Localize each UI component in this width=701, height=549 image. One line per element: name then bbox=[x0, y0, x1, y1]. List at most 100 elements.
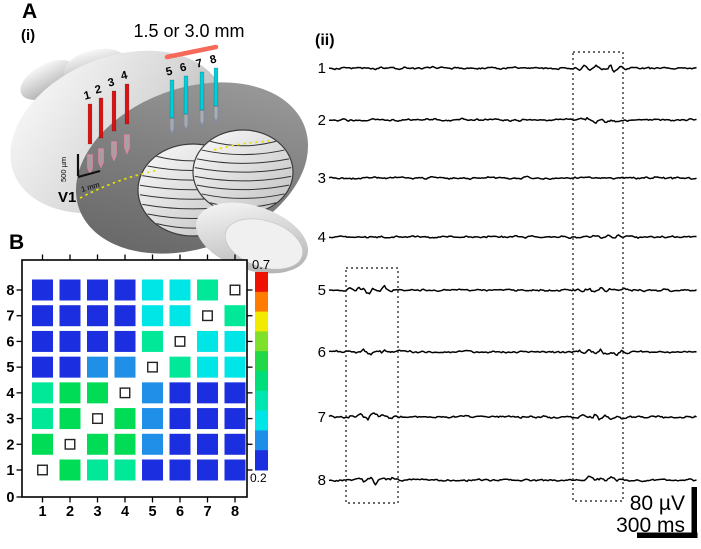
matrix-cell bbox=[197, 356, 218, 378]
electrode-shank bbox=[111, 90, 117, 132]
matrix-cell bbox=[169, 382, 191, 404]
matrix-cell bbox=[114, 330, 136, 352]
matrix-cell bbox=[142, 408, 163, 430]
y-tick-label: 0 bbox=[6, 490, 14, 506]
colorbar-segment bbox=[255, 272, 268, 293]
y-tick-label: 5 bbox=[6, 360, 14, 376]
trace-channel-label: 7 bbox=[318, 409, 326, 426]
colorbar-segment bbox=[255, 311, 268, 332]
matrix-open-cell bbox=[174, 335, 186, 347]
matrix-cell bbox=[197, 382, 218, 404]
width-scale-bar bbox=[77, 169, 101, 179]
matrix-cell bbox=[87, 356, 108, 378]
trace-channel-label: 1 bbox=[318, 60, 326, 77]
trace-channel-label: 2 bbox=[318, 112, 326, 129]
matrix-cell bbox=[114, 279, 136, 301]
lfp-trace bbox=[329, 116, 697, 124]
trace-channel-label: 5 bbox=[318, 282, 326, 299]
matrix-cell bbox=[224, 305, 246, 327]
matrix-cell bbox=[59, 330, 81, 352]
electrode-shank bbox=[213, 67, 219, 107]
heatmap-axis-ticks-labels: 1 2 3 4 5 6 7 8 0 1 2 3 4 5 6 7 8 bbox=[6, 254, 253, 520]
matrix-cell bbox=[169, 459, 191, 481]
cerebellum-folium bbox=[194, 175, 292, 182]
matrix-cell bbox=[59, 408, 81, 430]
matrix-open-cell bbox=[229, 284, 241, 296]
colorbar-segment bbox=[255, 291, 268, 313]
electrode-number: 5 bbox=[165, 65, 175, 78]
colorbar-segment bbox=[255, 390, 268, 412]
brain-illustration: V1 500 µm 1 mm 1 234 5 6 7 8 1.5 or 3.0 mm bbox=[10, 21, 309, 274]
electrode-shank bbox=[183, 75, 189, 115]
electrode-shank bbox=[199, 71, 205, 111]
matrix-cell bbox=[114, 356, 136, 378]
matrix-cell bbox=[197, 459, 218, 481]
x-tick-label: 6 bbox=[176, 504, 184, 520]
matrix-cell bbox=[224, 433, 246, 455]
brainstem-cut-face bbox=[224, 218, 304, 270]
electrode-number: 6 bbox=[179, 61, 188, 74]
matrix-cell bbox=[197, 330, 218, 352]
y-tick-label: 7 bbox=[6, 309, 14, 325]
x-tick-label: 2 bbox=[66, 504, 74, 520]
lfp-trace bbox=[328, 412, 697, 421]
electrode-shank bbox=[124, 83, 130, 125]
matrix-cell bbox=[114, 305, 136, 327]
matrix-cell bbox=[224, 330, 246, 352]
matrix-open-cell bbox=[147, 361, 158, 373]
lfp-trace bbox=[328, 348, 697, 357]
x-tick-label: 5 bbox=[148, 504, 156, 520]
heatmap-cells bbox=[32, 279, 246, 481]
matrix-cell bbox=[224, 459, 246, 481]
subsurface-electrode bbox=[124, 134, 130, 155]
electrode-arrays: 1 234 5 6 7 8 bbox=[83, 53, 219, 145]
cerebellum-folium bbox=[201, 149, 285, 156]
y-tick-label: 2 bbox=[6, 437, 14, 453]
x-tick-label: 7 bbox=[203, 504, 211, 520]
panel-a-sub-i-label: (i) bbox=[21, 27, 35, 44]
dashed-highlight-box-right bbox=[572, 51, 624, 502]
matrix-cell bbox=[142, 382, 163, 404]
matrix-cell bbox=[59, 356, 81, 378]
electrode-number: 7 bbox=[195, 57, 204, 70]
subsurface-electrode bbox=[111, 141, 117, 162]
trace-channel-label: 6 bbox=[318, 344, 326, 361]
electrode-distance-label: 1.5 or 3.0 mm bbox=[133, 21, 244, 41]
trace-channel-label: 8 bbox=[318, 472, 326, 489]
matrix-cell bbox=[59, 382, 81, 404]
matrix-cell bbox=[142, 305, 163, 327]
electrode-number: 2 bbox=[94, 83, 103, 96]
y-tick-label: 3 bbox=[6, 412, 14, 428]
subsurface-electrode bbox=[213, 105, 219, 124]
matrix-cell bbox=[114, 459, 136, 481]
matrix-cell bbox=[224, 382, 246, 404]
cerebellum-folium bbox=[194, 167, 292, 173]
depth-scale-label: 500 µm bbox=[59, 157, 68, 182]
matrix-cell bbox=[142, 459, 163, 481]
matrix-cell bbox=[169, 433, 191, 455]
matrix-cell bbox=[59, 279, 81, 301]
panel-b-label: B bbox=[9, 231, 24, 254]
cerebellum-folium bbox=[196, 184, 290, 191]
matrix-cell bbox=[32, 356, 53, 378]
matrix-cell bbox=[32, 433, 53, 455]
electrode-number: 4 bbox=[120, 69, 130, 82]
voltage-scale-bar bbox=[691, 487, 697, 538]
matrix-cell bbox=[197, 408, 218, 430]
cerebellum-folium bbox=[201, 193, 285, 199]
y-tick-label: 4 bbox=[6, 386, 14, 402]
electrode-number: 3 bbox=[107, 76, 116, 89]
time-scale-label: 300 ms bbox=[616, 514, 685, 537]
y-tick-label: 1 bbox=[6, 463, 14, 479]
colorbar-segment bbox=[255, 351, 268, 372]
matrix-cell bbox=[142, 330, 163, 352]
cerebellum-folium bbox=[196, 158, 290, 164]
trace-channel-label: 3 bbox=[318, 170, 326, 187]
matrix-open-cell bbox=[92, 413, 103, 425]
distance-bracket-line bbox=[164, 44, 219, 60]
colorbar-segment bbox=[255, 331, 268, 352]
x-tick-label: 4 bbox=[121, 504, 129, 520]
trace-lines: 1 2 3 4 5 6 7 8 bbox=[318, 60, 697, 489]
matrix-cell bbox=[197, 433, 218, 455]
